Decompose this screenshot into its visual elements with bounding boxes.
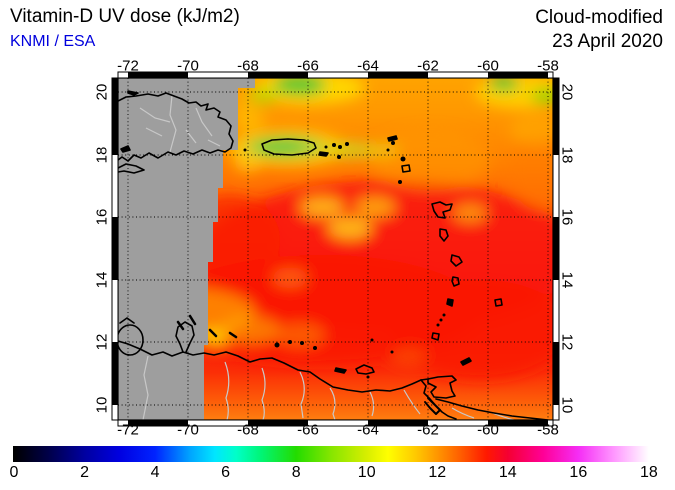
colorbar-tick-label: 8 [291,464,301,481]
colorbar-tick-label: 16 [569,464,588,481]
colorbar-tick-label: 14 [498,464,517,481]
map-frame [111,71,560,427]
lat-tick-label-right: 20 [558,83,576,101]
lat-tick-label-right: 10 [558,396,576,414]
product-mode: Cloud-modified [535,7,663,28]
lon-tick-label-bottom: -58 [537,421,559,439]
lat-tick-label-right: 16 [558,208,576,226]
lon-tick-label-top: -64 [357,57,379,75]
lon-tick-label-bottom: -62 [417,421,439,439]
lon-tick-label-top: -72 [117,57,139,75]
colorbar-tick-label: 6 [221,464,231,481]
lon-tick-label-top: -60 [477,57,499,75]
colorbar [13,446,663,462]
lon-tick-label-bottom: -68 [237,421,259,439]
graticule [118,78,553,420]
lon-tick-label-bottom: -72 [117,421,139,439]
lon-tick-label-top: -68 [237,57,259,75]
lon-tick-label-bottom: -60 [477,421,499,439]
lon-tick-label-top: -62 [417,57,439,75]
colorbar-tick-label: 18 [639,464,658,481]
lon-tick-label-bottom: -70 [177,421,199,439]
lat-tick-label-right: 14 [558,271,576,289]
lon-tick-label-top: -70 [177,57,199,75]
lat-tick-label-left: 18 [93,146,111,163]
colorbar-tick-label: 12 [428,464,447,481]
lat-tick-label-left: 12 [93,334,111,351]
plot-date: 23 April 2020 [552,31,663,52]
lon-tick-label-bottom: -64 [357,421,379,439]
lat-tick-label-left: 20 [93,83,111,101]
lat-tick-label-left: 14 [93,271,111,289]
colorbar-tick-label: 2 [80,464,89,481]
colorbar-tick-label: 4 [150,464,160,481]
colorbar-tick-label: 10 [357,464,376,481]
coastlines [118,90,549,420]
lat-tick-label-right: 18 [558,146,576,163]
no-data-region [118,78,255,420]
lat-tick-label-left: 10 [93,396,111,414]
lat-tick-label-right: 12 [558,334,576,351]
lon-tick-label-bottom: -66 [297,421,319,439]
lat-tick-label-left: 16 [93,208,111,226]
plot-title: Vitamin-D UV dose (kJ/m2) [10,6,240,27]
border-river-lines [139,95,515,420]
lon-tick-label-top: -58 [537,57,559,75]
colorbar-tick-label: 0 [9,464,19,481]
data-source: KNMI / ESA [10,33,96,50]
lon-tick-label-top: -66 [297,57,319,75]
plot-annotation: Cloud-modified 23 April 2020 [535,6,663,54]
